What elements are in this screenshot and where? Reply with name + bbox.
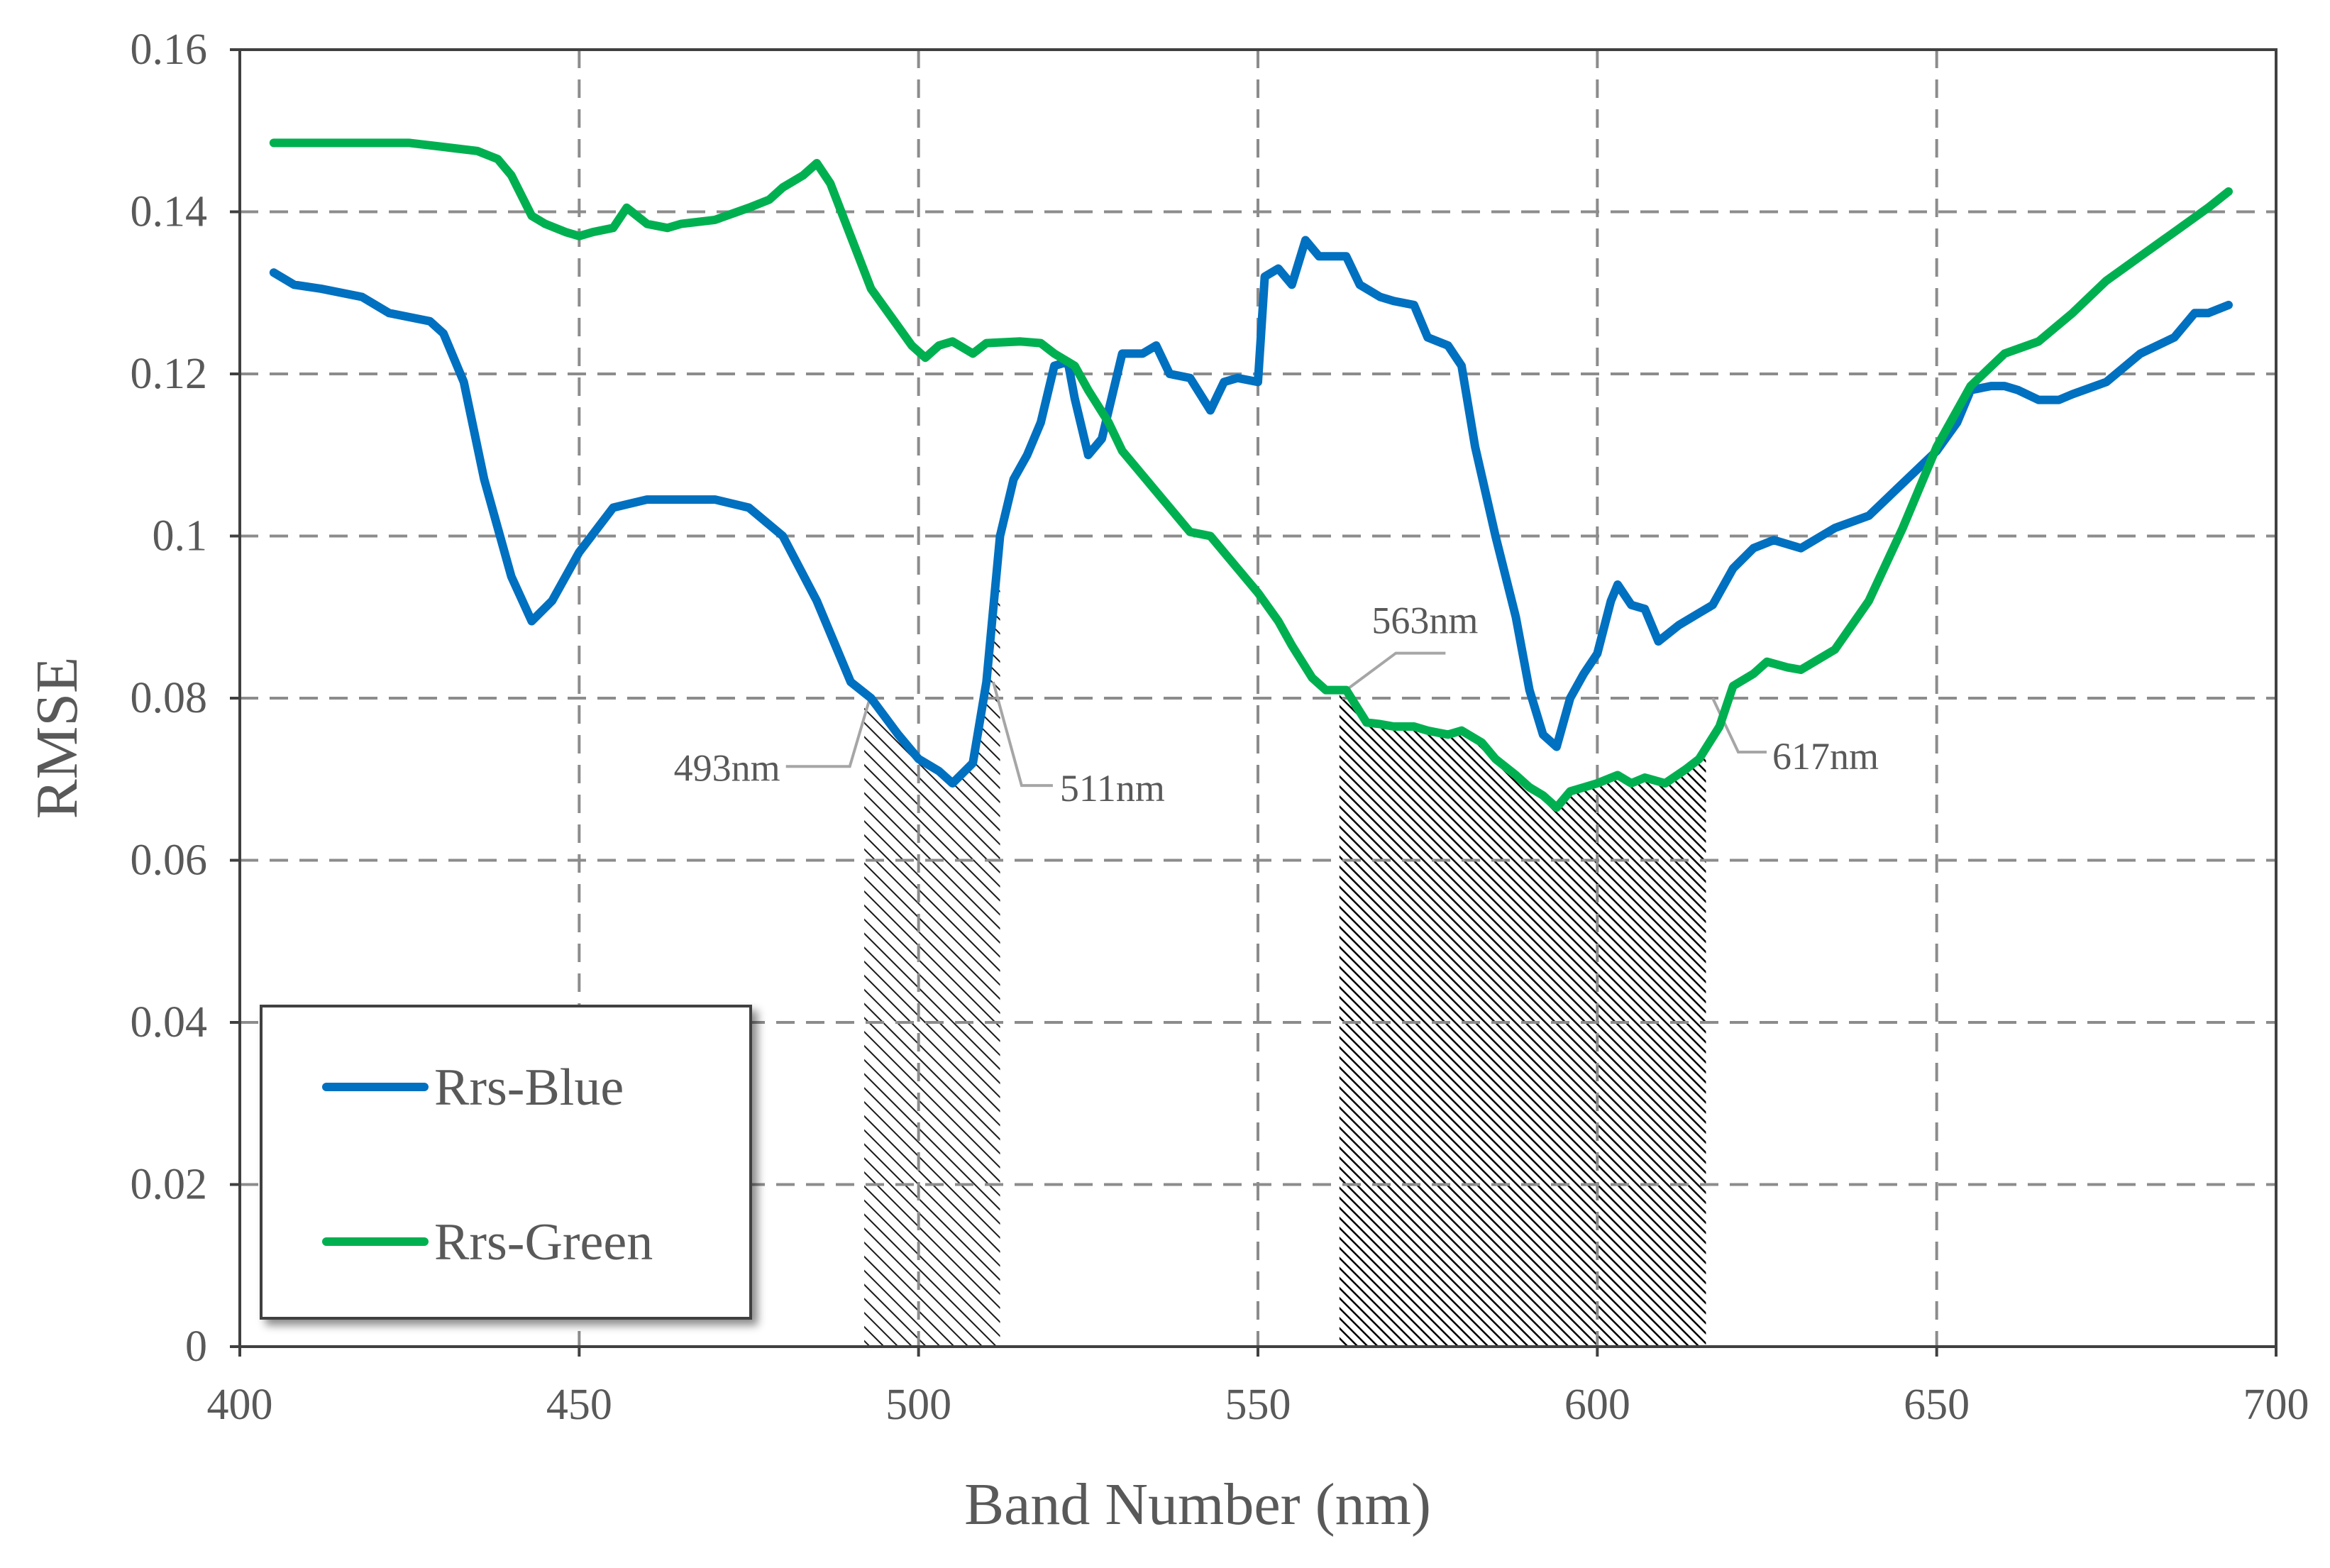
annotation-label-511nm: 511nm bbox=[1060, 767, 1165, 810]
annotation-leaders bbox=[785, 651, 1767, 788]
y-tick-label-0-08: 0.08 bbox=[131, 674, 208, 722]
series-lines bbox=[269, 138, 2233, 812]
y-tick-label-0-12: 0.12 bbox=[131, 350, 208, 398]
annotation-label-563nm: 563nm bbox=[1371, 600, 1478, 642]
y-tick-label-0-1: 0.1 bbox=[153, 512, 208, 561]
x-tick-label-400: 400 bbox=[207, 1381, 273, 1429]
legend-label-rrs-blue: Rrs-Blue bbox=[434, 1059, 624, 1117]
x-tick-label-500: 500 bbox=[885, 1381, 951, 1429]
legend: Rrs-Blue Rrs-Green bbox=[260, 1005, 752, 1320]
x-tick-label-550: 550 bbox=[1225, 1381, 1291, 1429]
axis-ticks: 400 450 500 550 600 650 700 0 0.02 0.04 0.06 0.08 0.… bbox=[131, 26, 2309, 1429]
y-axis-title: RMSE bbox=[24, 657, 90, 819]
y-tick-label-0-06: 0.06 bbox=[131, 837, 208, 885]
x-tick-label-700: 700 bbox=[2243, 1381, 2309, 1429]
annotation-label-617nm: 617nm bbox=[1772, 735, 1879, 778]
shaded-region-562-616 bbox=[1339, 690, 1706, 1347]
annotation-label-493nm: 493nm bbox=[674, 746, 780, 789]
annotation-leader-493nm bbox=[785, 693, 873, 768]
x-axis-title: Band Number (nm) bbox=[964, 1472, 1431, 1537]
y-tick-label-0-14: 0.14 bbox=[131, 188, 208, 236]
y-tick-label-0-04: 0.04 bbox=[131, 998, 208, 1047]
legend-box bbox=[260, 1005, 752, 1320]
y-tick-label-0: 0 bbox=[185, 1323, 207, 1371]
annotation-leader-511nm bbox=[991, 681, 1053, 788]
shaded-region-492-512 bbox=[864, 536, 1000, 1347]
series-line-rrs-green bbox=[269, 138, 2233, 812]
x-tick-label-650: 650 bbox=[1904, 1381, 1970, 1429]
annotation-leader-563nm bbox=[1345, 651, 1446, 692]
legend-label-rrs-green: Rrs-Green bbox=[434, 1213, 653, 1271]
x-tick-label-600: 600 bbox=[1564, 1381, 1630, 1429]
x-tick-label-450: 450 bbox=[546, 1381, 612, 1429]
series-line-rrs-blue bbox=[269, 236, 2233, 788]
annotations: 493nm 511nm 563nm 617nm bbox=[674, 600, 1879, 810]
y-tick-label-0-02: 0.02 bbox=[131, 1161, 208, 1209]
y-tick-label-0-16: 0.16 bbox=[131, 26, 208, 74]
